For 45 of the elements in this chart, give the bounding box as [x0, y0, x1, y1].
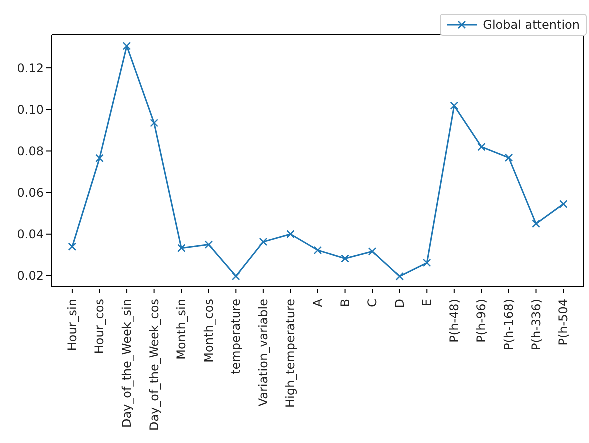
x-tick-label: Day_of_the_Week_sin — [120, 299, 134, 428]
x-tick-label: D — [392, 299, 407, 308]
y-tick-label: 0.06 — [17, 186, 44, 200]
x-tick-label: Month_sin — [174, 299, 189, 360]
point — [478, 142, 486, 152]
point — [368, 248, 377, 256]
point — [504, 154, 514, 162]
point — [422, 258, 432, 268]
x-tick-label: B — [338, 299, 352, 308]
point — [96, 154, 104, 163]
y-tick-label: 0.02 — [17, 269, 44, 284]
point — [68, 242, 77, 252]
point — [177, 244, 186, 252]
x-tick-label: P(h-48) — [447, 299, 462, 343]
x-tick-label: E — [420, 299, 434, 307]
point — [204, 240, 214, 249]
x-tick-label: temperature — [229, 299, 244, 374]
point — [341, 254, 350, 263]
y-tick-label: 0.04 — [17, 228, 44, 242]
y-tick-label: 0.10 — [17, 102, 44, 117]
y-tick-label: 0.08 — [17, 144, 44, 158]
point — [450, 102, 459, 110]
y-tick-label: 0.12 — [17, 61, 44, 76]
point — [232, 272, 240, 281]
x-tick-label: P(h-504 — [556, 299, 571, 346]
x-tick-label: Month_cos — [202, 299, 216, 363]
x-tick-label: Hour_cos — [92, 299, 107, 354]
point — [559, 200, 568, 208]
point — [314, 246, 322, 255]
x-tick-label: P(h-336) — [529, 299, 544, 350]
x-tick-label: High_temperature — [284, 299, 298, 408]
x-tick-label: A — [311, 298, 325, 308]
x-tick-label: C — [366, 299, 380, 308]
point — [532, 220, 540, 228]
point — [286, 230, 295, 239]
x-tick-label: P(h-96) — [474, 299, 489, 343]
legend-label: Global attention — [483, 18, 580, 32]
point — [259, 238, 268, 246]
point — [122, 42, 132, 50]
point — [150, 119, 158, 128]
x-tick-label: Variation_variable — [256, 299, 270, 407]
x-tick-label: Day_of_the_Week_cos — [147, 299, 162, 432]
x-tick-label: Hour_sin — [65, 299, 80, 352]
x-tick-label: P(h-168) — [502, 299, 516, 350]
point — [396, 272, 404, 281]
